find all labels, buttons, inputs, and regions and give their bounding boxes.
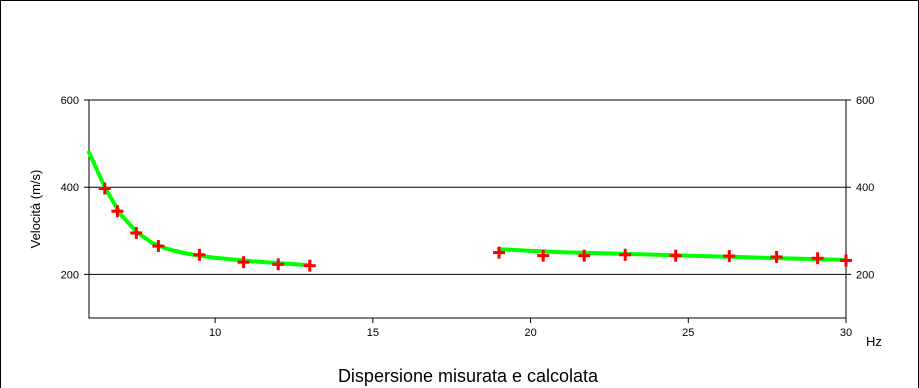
measured-point xyxy=(303,259,316,272)
measured-point xyxy=(152,240,165,253)
x-tick-label: 30 xyxy=(840,327,852,339)
y-tick-label-left: 400 xyxy=(61,182,79,194)
x-axis-label: Hz xyxy=(866,334,882,349)
measured-points xyxy=(98,182,852,272)
x-tick-label: 10 xyxy=(209,327,221,339)
measured-point xyxy=(811,252,824,265)
measured-point xyxy=(493,246,506,259)
measured-point xyxy=(578,249,591,262)
measured-point xyxy=(669,249,682,262)
measured-point xyxy=(770,250,783,263)
measured-point xyxy=(98,182,111,195)
measured-point xyxy=(619,248,632,261)
measured-point xyxy=(723,250,736,263)
x-tick-label: 15 xyxy=(367,327,379,339)
axis-ticks: 200 200 400 400 600 600 10 15 20 25 30 xyxy=(61,95,875,339)
chart-title: Dispersione misurata e calcolata xyxy=(338,366,599,386)
measured-point xyxy=(272,258,285,271)
y-tick-label-right: 400 xyxy=(856,182,874,194)
plot-area xyxy=(88,99,847,319)
measured-point xyxy=(237,256,250,269)
x-tick-label: 25 xyxy=(682,327,694,339)
y-tick-label-right: 600 xyxy=(856,95,874,107)
x-tick-label: 20 xyxy=(524,327,536,339)
measured-point xyxy=(130,226,143,239)
y-tick-label-left: 600 xyxy=(61,95,79,107)
gridlines xyxy=(89,99,846,275)
y-tick-label-right: 200 xyxy=(856,269,874,281)
y-axis-label: Velocità (m/s) xyxy=(28,170,43,249)
y-tick-label-left: 200 xyxy=(61,269,79,281)
measured-point xyxy=(111,205,124,218)
measured-point xyxy=(840,254,852,267)
measured-point xyxy=(193,248,206,261)
measured-point xyxy=(537,249,550,262)
